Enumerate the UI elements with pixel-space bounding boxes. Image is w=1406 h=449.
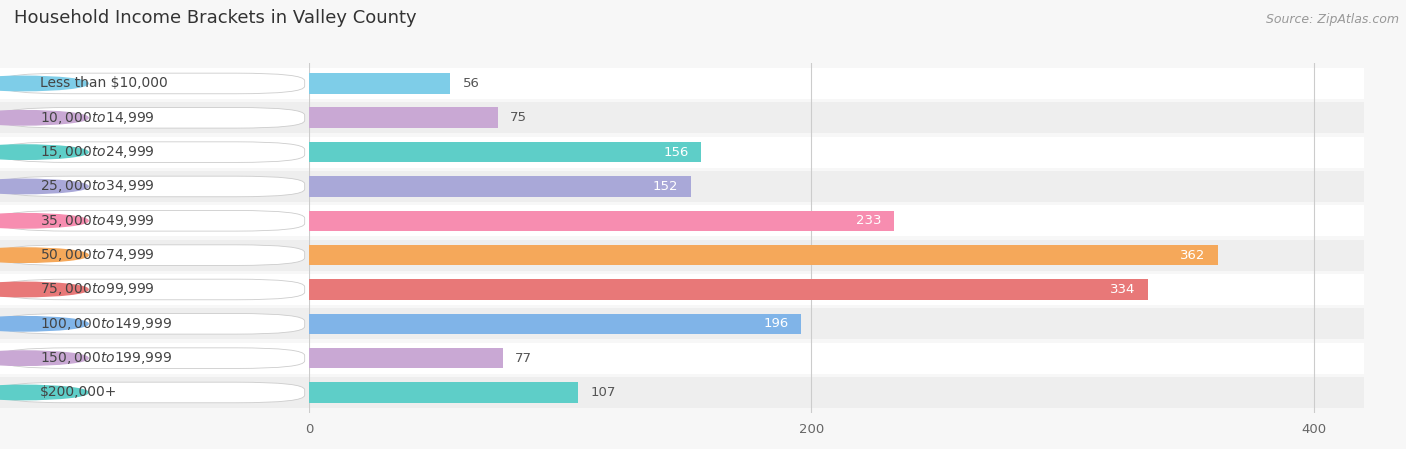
FancyBboxPatch shape — [1, 73, 305, 94]
Circle shape — [0, 385, 89, 400]
Text: $10,000 to $14,999: $10,000 to $14,999 — [41, 110, 155, 126]
Circle shape — [0, 248, 89, 262]
FancyBboxPatch shape — [1, 245, 305, 265]
FancyBboxPatch shape — [0, 308, 309, 339]
Text: $15,000 to $24,999: $15,000 to $24,999 — [41, 144, 155, 160]
Text: $25,000 to $34,999: $25,000 to $34,999 — [41, 178, 155, 194]
FancyBboxPatch shape — [0, 240, 309, 271]
Text: Less than $10,000: Less than $10,000 — [41, 76, 167, 90]
FancyBboxPatch shape — [0, 68, 309, 99]
Text: 156: 156 — [664, 145, 689, 158]
Text: Household Income Brackets in Valley County: Household Income Brackets in Valley Coun… — [14, 9, 416, 27]
Bar — [309, 382, 578, 403]
Bar — [309, 279, 1147, 300]
FancyBboxPatch shape — [1, 176, 305, 197]
FancyBboxPatch shape — [1, 348, 305, 369]
Bar — [309, 313, 801, 334]
Text: 107: 107 — [591, 386, 616, 399]
Text: 362: 362 — [1180, 249, 1206, 262]
Bar — [309, 308, 1364, 339]
Text: $200,000+: $200,000+ — [41, 386, 118, 400]
Circle shape — [0, 282, 89, 297]
FancyBboxPatch shape — [1, 142, 305, 163]
Bar — [309, 171, 1364, 202]
Circle shape — [0, 76, 89, 91]
Bar — [309, 73, 450, 94]
Text: 233: 233 — [856, 214, 882, 227]
Bar — [309, 240, 1364, 271]
Bar — [309, 377, 1364, 408]
Bar — [309, 343, 1364, 374]
FancyBboxPatch shape — [1, 107, 305, 128]
Bar — [309, 274, 1364, 305]
Text: $50,000 to $74,999: $50,000 to $74,999 — [41, 247, 155, 263]
Text: 56: 56 — [463, 77, 479, 90]
FancyBboxPatch shape — [1, 313, 305, 334]
FancyBboxPatch shape — [0, 377, 309, 408]
Circle shape — [0, 214, 89, 228]
Circle shape — [0, 110, 89, 125]
FancyBboxPatch shape — [0, 136, 309, 167]
Bar — [309, 136, 1364, 167]
Text: 196: 196 — [763, 317, 789, 330]
FancyBboxPatch shape — [0, 102, 309, 133]
Circle shape — [0, 351, 89, 365]
Circle shape — [0, 317, 89, 331]
Bar — [309, 142, 702, 163]
FancyBboxPatch shape — [0, 274, 309, 305]
FancyBboxPatch shape — [0, 343, 309, 374]
Text: 77: 77 — [515, 352, 533, 365]
FancyBboxPatch shape — [1, 211, 305, 231]
Bar — [309, 68, 1364, 99]
Text: 152: 152 — [652, 180, 678, 193]
Text: 334: 334 — [1109, 283, 1136, 296]
Text: $35,000 to $49,999: $35,000 to $49,999 — [41, 213, 155, 229]
Text: $75,000 to $99,999: $75,000 to $99,999 — [41, 282, 155, 298]
Circle shape — [0, 179, 89, 194]
FancyBboxPatch shape — [0, 205, 309, 236]
Bar — [309, 205, 1364, 236]
Bar — [309, 176, 690, 197]
Bar — [309, 107, 498, 128]
Bar — [309, 102, 1364, 133]
Text: Source: ZipAtlas.com: Source: ZipAtlas.com — [1265, 13, 1399, 26]
Bar — [309, 211, 894, 231]
FancyBboxPatch shape — [1, 382, 305, 403]
Text: 75: 75 — [510, 111, 527, 124]
Bar — [309, 245, 1218, 265]
Bar — [309, 348, 503, 369]
Text: $150,000 to $199,999: $150,000 to $199,999 — [41, 350, 173, 366]
Text: $100,000 to $149,999: $100,000 to $149,999 — [41, 316, 173, 332]
FancyBboxPatch shape — [0, 171, 309, 202]
FancyBboxPatch shape — [1, 279, 305, 300]
Circle shape — [0, 145, 89, 159]
